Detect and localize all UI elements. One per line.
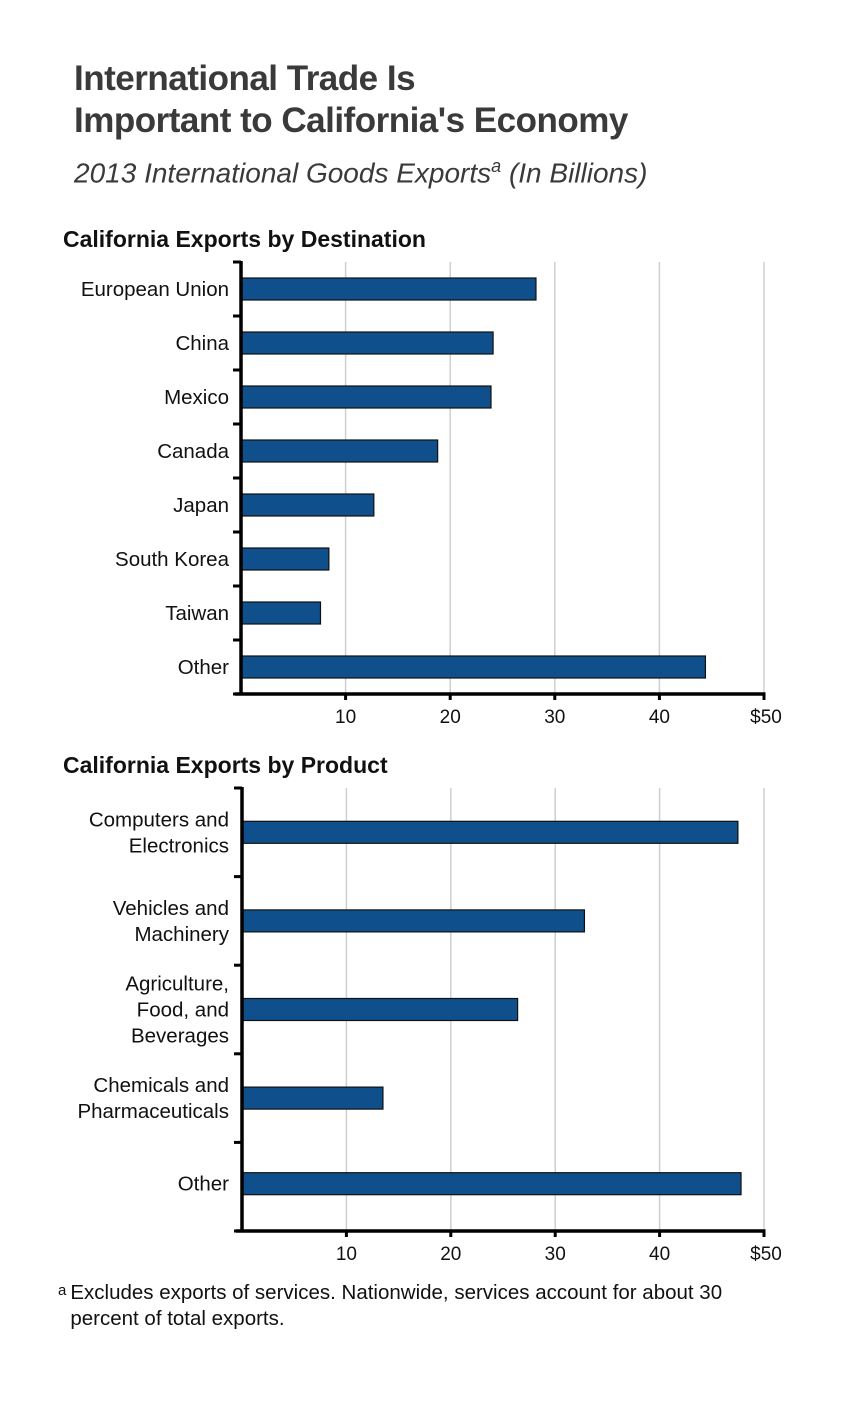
product-category-label-line: Other [178,1173,229,1196]
product-bar [242,909,586,933]
destination-category-label: Japan [173,494,229,517]
product-category-label-line: Food, and [137,999,229,1022]
product-category-label: Agriculture, Food, and Beverages [125,973,229,1048]
destination-category-label: Other [178,656,229,679]
destination-bar [241,439,439,463]
subtitle-units: (In Billions) [501,157,648,189]
product-bar [242,1172,742,1196]
chart-title-destination: California Exports by Destination [63,226,426,252]
destination-category-label-line: Mexico [164,386,229,409]
destination-x-tick-label: $50 [750,707,782,728]
product-x-tick-label: $50 [750,1244,782,1265]
product-x-tick-label: 10 [336,1244,357,1265]
product-category-label-line: Pharmaceuticals [77,1100,229,1123]
product-x-tick-label: 30 [545,1244,566,1265]
chart-title-product: California Exports by Product [63,752,388,778]
destination-bar [241,331,494,355]
product-category-label-line: Vehicles and [113,897,229,920]
destination-category-label-line: European Union [81,278,229,301]
product-x-tick-label: 40 [649,1244,670,1265]
destination-category-label-line: China [175,332,229,355]
product-category-label-line: Agriculture, [125,973,229,996]
product-category-label-line: Chemicals and [93,1074,229,1097]
destination-category-label: China [175,332,229,355]
destination-category-label: Taiwan [165,602,229,625]
destination-bar [241,601,322,625]
destination-category-label-line: Other [178,656,229,679]
product-bar [242,820,739,844]
title-line-1: International Trade Is [74,59,416,98]
destination-category-label: Canada [157,440,229,463]
destination-category-label: European Union [81,278,229,301]
destination-x-tick-label: 20 [440,707,461,728]
destination-x-tick-label: 10 [335,707,356,728]
destination-bar [241,277,537,301]
destination-category-label: South Korea [115,548,230,571]
destination-bar [241,493,375,517]
destination-category-label-line: Japan [173,494,229,517]
product-x-tick-label: 20 [440,1244,461,1265]
product-category-label: Computers and Electronics [89,808,229,857]
product-category-label-line: Beverages [131,1025,229,1048]
footnote-marker: a [58,1282,67,1299]
subtitle-footnote-marker: a [491,156,502,176]
destination-x-tick-label: 40 [649,707,670,728]
destination-bar [241,547,330,571]
destination-category-label: Mexico [164,386,229,409]
destination-bar [241,655,707,679]
subtitle-text: 2013 International Goods Exports [74,157,492,189]
product-category-label: Other [178,1173,229,1196]
destination-x-tick-label: 30 [544,707,565,728]
destination-category-label-line: Taiwan [165,602,229,625]
product-category-label: Chemicals and Pharmaceuticals [77,1074,229,1123]
product-category-label: Vehicles and Machinery [113,897,230,946]
product-category-label-line: Electronics [129,834,229,857]
destination-category-label-line: Canada [157,440,229,463]
product-category-label-line: Computers and [89,808,229,831]
title-line-2: Important to California's Economy [74,101,628,140]
destination-bar [241,385,492,409]
product-bar [242,1086,384,1110]
page-title: International Trade Is Important to Cali… [74,58,628,142]
product-bar [242,997,519,1022]
footnote: a Excludes exports of services. Nationwid… [58,1280,778,1332]
page-subtitle: 2013 International Goods Exportsa (In Bi… [74,156,647,189]
destination-category-label-line: South Korea [115,548,230,571]
product-category-label-line: Machinery [134,923,229,946]
footnote-text: Excludes exports of services. Nationwide… [70,1281,723,1330]
